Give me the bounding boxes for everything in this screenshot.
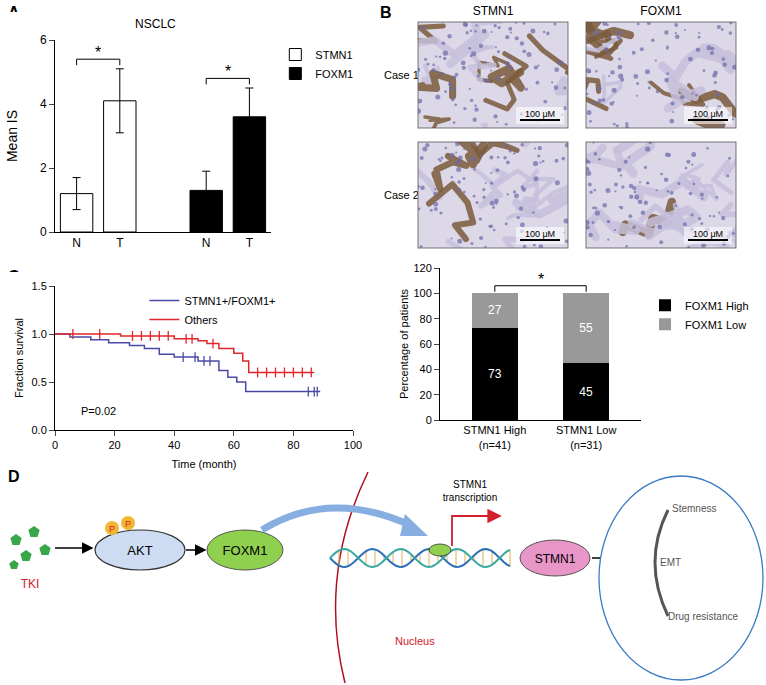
svg-text:P=0.02: P=0.02 <box>81 405 116 417</box>
svg-text:Time (month): Time (month) <box>172 458 237 470</box>
svg-text:20: 20 <box>108 439 120 451</box>
svg-text:120: 120 <box>413 262 431 274</box>
svg-text:2: 2 <box>40 161 47 175</box>
svg-text:NSCLC: NSCLC <box>135 17 176 31</box>
svg-text:N: N <box>202 236 211 250</box>
svg-text:60: 60 <box>420 338 432 350</box>
svg-text:27: 27 <box>488 303 502 317</box>
svg-text:Fraction survival: Fraction survival <box>13 318 25 398</box>
svg-text:40: 40 <box>168 439 180 451</box>
svg-text:*: * <box>538 271 544 288</box>
svg-text:FOXM1 High: FOXM1 High <box>685 300 749 312</box>
svg-text:Case 1: Case 1 <box>384 69 419 81</box>
svg-text:N: N <box>72 236 81 250</box>
svg-text:STMN1: STMN1 <box>535 552 576 566</box>
svg-text:AKT: AKT <box>127 543 152 558</box>
svg-text:60: 60 <box>228 439 240 451</box>
svg-text:STMN1 Low(n=31): STMN1 Low(n=31) <box>556 424 617 450</box>
svg-text:0: 0 <box>426 414 432 426</box>
svg-text:*: * <box>95 44 101 61</box>
svg-text:Percentage of patients: Percentage of patients <box>398 288 410 399</box>
svg-text:0: 0 <box>40 225 47 239</box>
svg-text:100 μM: 100 μM <box>525 109 555 119</box>
svg-text:Others: Others <box>184 314 218 326</box>
svg-text:Mean IS: Mean IS <box>4 110 20 162</box>
svg-text:STMN1: STMN1 <box>473 4 514 18</box>
svg-text:FOXM1 Low: FOXM1 Low <box>685 319 746 331</box>
svg-text:EMT: EMT <box>660 557 681 568</box>
svg-text:Stemness: Stemness <box>672 503 716 514</box>
svg-text:4: 4 <box>40 97 47 111</box>
svg-text:FOXM1: FOXM1 <box>315 68 353 80</box>
svg-text:STMN1: STMN1 <box>453 479 487 490</box>
svg-text:100 μM: 100 μM <box>525 229 555 239</box>
svg-text:100 μM: 100 μM <box>693 109 723 119</box>
svg-text:Drug resistance: Drug resistance <box>668 611 738 622</box>
svg-text:T: T <box>116 236 124 250</box>
svg-text:Case 2: Case 2 <box>384 189 419 201</box>
html-text:D: D <box>8 468 20 485</box>
svg-text:T: T <box>246 236 254 250</box>
svg-text:100: 100 <box>344 439 362 451</box>
svg-text:40: 40 <box>420 363 432 375</box>
svg-text:STMN1 High(n=41): STMN1 High(n=41) <box>463 424 526 450</box>
svg-text:0.5: 0.5 <box>32 376 47 388</box>
svg-text:STMN1+/FOXM1+: STMN1+/FOXM1+ <box>184 295 275 307</box>
svg-text:FOXM1: FOXM1 <box>640 4 682 18</box>
svg-text:1.0: 1.0 <box>32 328 47 340</box>
svg-text:6: 6 <box>40 33 47 47</box>
svg-text:0.0: 0.0 <box>32 424 47 436</box>
svg-text:Nucleus: Nucleus <box>395 635 435 647</box>
svg-text:55: 55 <box>579 321 593 335</box>
svg-text:80: 80 <box>420 313 432 325</box>
svg-text:73: 73 <box>488 367 502 381</box>
html-text:A: A <box>8 4 20 21</box>
svg-text:100: 100 <box>413 287 431 299</box>
svg-text:1.5: 1.5 <box>32 280 47 292</box>
svg-text:P: P <box>125 519 131 529</box>
html-text:C: C <box>8 268 20 285</box>
svg-text:P: P <box>109 524 115 534</box>
svg-text:TKI: TKI <box>21 577 40 591</box>
svg-text:FOXM1: FOXM1 <box>223 543 268 558</box>
svg-text:0: 0 <box>52 439 58 451</box>
svg-text:20: 20 <box>420 389 432 401</box>
svg-text:45: 45 <box>579 385 593 399</box>
svg-text:100 μM: 100 μM <box>693 229 723 239</box>
svg-text:STMN1: STMN1 <box>315 49 352 61</box>
svg-text:*: * <box>225 63 231 80</box>
html-text:B: B <box>380 4 392 21</box>
svg-text:transcription: transcription <box>443 492 497 503</box>
svg-text:80: 80 <box>287 439 299 451</box>
